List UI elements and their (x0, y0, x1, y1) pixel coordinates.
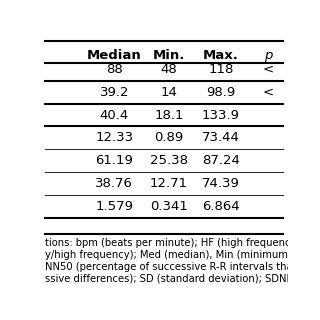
Text: 38.76: 38.76 (95, 177, 133, 190)
Text: 12.33: 12.33 (95, 132, 133, 144)
Text: 118: 118 (208, 63, 234, 76)
Text: p: p (264, 50, 272, 62)
Text: 12.71: 12.71 (150, 177, 188, 190)
Text: 18.1: 18.1 (154, 108, 184, 122)
Text: 74.39: 74.39 (202, 177, 240, 190)
Text: 73.44: 73.44 (202, 132, 240, 144)
Text: Max.: Max. (203, 50, 239, 62)
Text: 6.864: 6.864 (202, 200, 240, 213)
Text: tions: bpm (beats per minute); HF (high frequency); HR (: tions: bpm (beats per minute); HF (high … (45, 238, 320, 248)
Text: 1.579: 1.579 (95, 200, 133, 213)
Text: 0.89: 0.89 (154, 132, 184, 144)
Text: 98.9: 98.9 (206, 86, 236, 99)
Text: 0.341: 0.341 (150, 200, 188, 213)
Text: 133.9: 133.9 (202, 108, 240, 122)
Text: 39.2: 39.2 (100, 86, 129, 99)
Text: y/high frequency); Med (median), Min (minimum); Max (n: y/high frequency); Med (median), Min (mi… (45, 250, 320, 260)
Text: 25.38: 25.38 (150, 154, 188, 167)
Text: 14: 14 (161, 86, 177, 99)
Text: 88: 88 (106, 63, 123, 76)
Text: Min.: Min. (153, 50, 185, 62)
Text: Median: Median (87, 50, 142, 62)
Text: <: < (263, 86, 274, 99)
Text: ssive differences); SD (standard deviation); SDNN (standar: ssive differences); SD (standard deviati… (45, 274, 320, 284)
Text: <: < (263, 63, 274, 76)
Text: 61.19: 61.19 (95, 154, 133, 167)
Text: NN50 (percentage of successive R-R intervals that differ by: NN50 (percentage of successive R-R inter… (45, 262, 320, 272)
Text: 40.4: 40.4 (100, 108, 129, 122)
Text: 48: 48 (161, 63, 177, 76)
Text: 87.24: 87.24 (202, 154, 240, 167)
